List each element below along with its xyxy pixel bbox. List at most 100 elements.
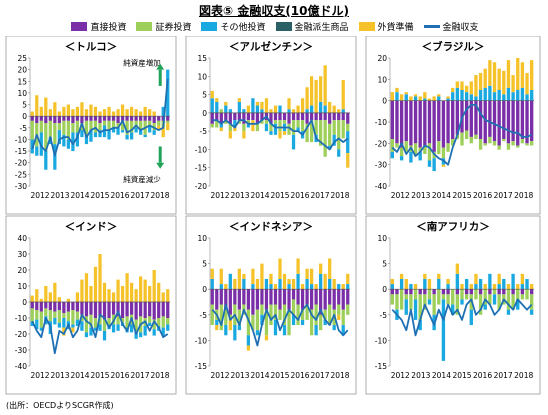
source-note: (出所：OECDよりSCGR作成): [6, 401, 114, 410]
bar-direct: [210, 112, 214, 124]
y-tick-label: -10: [15, 314, 27, 323]
line-financial-balance: [211, 303, 349, 347]
y-tick-label: 0: [202, 109, 207, 118]
bar-other: [497, 284, 501, 290]
bar-portfolio: [287, 309, 291, 336]
bar-other: [139, 332, 143, 338]
bar-reserve: [143, 279, 147, 302]
bar-reserve: [399, 273, 404, 279]
bar-direct: [152, 302, 156, 320]
bar-reserve: [39, 298, 43, 302]
bar-other: [404, 299, 408, 315]
bar-portfolio: [148, 120, 152, 126]
bar-direct: [446, 100, 450, 144]
bar-reserve: [157, 125, 161, 131]
bar-other: [530, 90, 534, 101]
bar-reserve: [474, 75, 478, 97]
bar-reserve: [233, 127, 237, 132]
bar-direct: [255, 112, 260, 124]
bar-other: [148, 125, 152, 133]
y-tick-label: -10: [15, 135, 27, 144]
bar-reserve: [161, 292, 165, 302]
bar-portfolio: [309, 120, 314, 143]
bar-reserve: [255, 101, 260, 106]
bar-portfolio: [120, 318, 125, 323]
bar-portfolio: [66, 311, 71, 322]
bar-portfolio: [224, 120, 228, 124]
bar-reserve: [497, 68, 501, 90]
bar-other: [427, 299, 432, 305]
y-tick-label: -40: [375, 182, 387, 191]
x-tick-label: 2013: [230, 371, 249, 380]
bar-other: [441, 299, 446, 361]
bar-other: [305, 278, 309, 290]
bar-reserve: [474, 273, 478, 285]
x-tick-label: 2015: [270, 191, 289, 200]
bar-reserve: [152, 111, 156, 117]
bar-reserve: [319, 263, 323, 274]
legend-item-direct: 直接投資: [71, 20, 126, 33]
bar-other: [219, 284, 223, 290]
bar-direct: [427, 100, 432, 144]
bar-other: [152, 130, 156, 135]
bar-direct: [102, 116, 107, 121]
chart-panel-4: ＜インドネシア＞ -15 -10 -5 0 5 10 2012 2013 2014 2015 2016…: [185, 215, 357, 395]
bar-direct: [273, 112, 278, 121]
bar-other: [75, 319, 80, 326]
bar-direct: [291, 112, 296, 121]
bar-other: [152, 329, 156, 336]
bar-direct: [530, 100, 534, 142]
y-tick-label: -30: [375, 161, 387, 170]
bar-portfolio: [291, 299, 296, 315]
y-tick-label: -20: [375, 139, 387, 148]
bar-reserve: [346, 153, 350, 168]
bar-reserve: [469, 81, 473, 95]
bar-reserve: [483, 284, 487, 290]
bar-direct: [84, 116, 89, 121]
bar-direct: [39, 116, 43, 121]
bar-reserve: [161, 127, 165, 138]
bar-portfolio: [488, 136, 492, 144]
bar-reserve: [287, 278, 291, 285]
bar-portfolio: [98, 123, 102, 131]
bar-reserve: [219, 268, 223, 285]
bar-reserve: [233, 278, 237, 290]
bar-other: [451, 92, 455, 101]
bar-reserve: [228, 131, 232, 139]
bar-reserve: [269, 273, 273, 285]
bar-portfolio: [39, 311, 43, 328]
bar-other: [255, 105, 260, 113]
bar-direct: [341, 112, 345, 121]
bar-reserve: [215, 325, 219, 331]
bar-direct: [319, 112, 323, 121]
bar-portfolio: [53, 123, 57, 145]
bar-portfolio: [93, 318, 98, 328]
bar-direct: [483, 100, 487, 144]
bar-other: [483, 87, 487, 101]
bar-reserve: [399, 94, 404, 101]
bar-direct: [346, 112, 350, 124]
y-tick-label: 0: [382, 285, 387, 294]
bar-other: [120, 130, 125, 133]
x-tick-label: 2014: [250, 371, 269, 380]
bar-direct: [278, 112, 282, 121]
bar-reserve: [66, 104, 71, 117]
bar-other: [291, 314, 296, 326]
bar-other: [148, 322, 152, 326]
bar-portfolio: [314, 120, 318, 135]
legend-swatch-direct: [71, 22, 88, 31]
bar-direct: [80, 302, 84, 315]
bar-other: [296, 127, 300, 132]
bar-direct: [455, 100, 460, 135]
bar-other: [404, 94, 408, 101]
y-tick-label: -5: [200, 127, 208, 136]
bar-direct: [111, 302, 116, 315]
bar-reserve: [309, 268, 314, 285]
bar-other: [455, 87, 460, 101]
bar-other: [413, 96, 418, 101]
bar-reserve: [84, 109, 89, 117]
bar-reserve: [273, 105, 278, 113]
bar-direct: [409, 289, 413, 295]
x-tick-label: 2016: [290, 371, 309, 380]
